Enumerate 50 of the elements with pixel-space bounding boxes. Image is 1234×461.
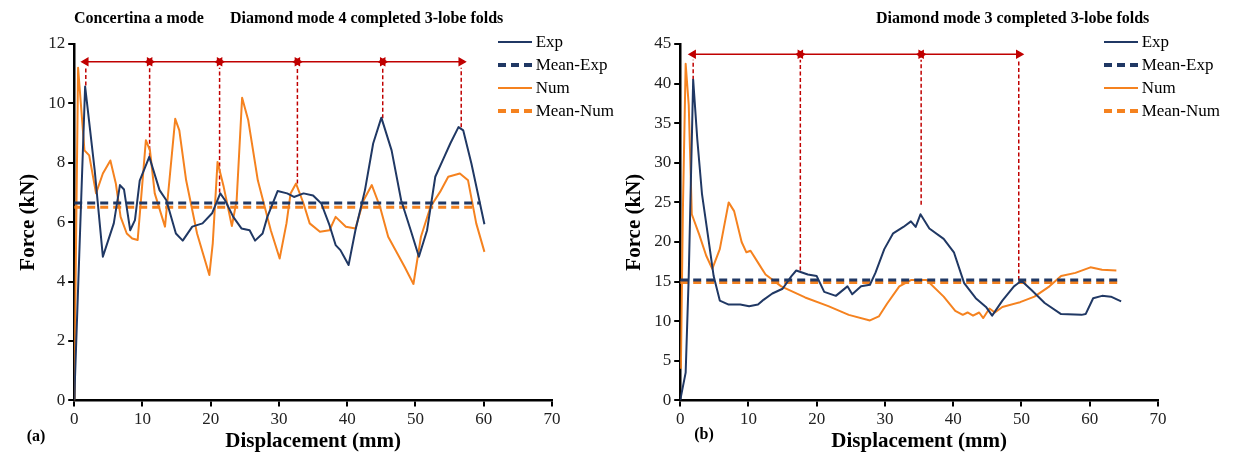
x-tick-label: 10 <box>739 409 757 429</box>
y-tick-label: 0 <box>56 389 66 409</box>
y-tick-label: 20 <box>654 231 672 251</box>
legend-label: Exp <box>535 31 564 53</box>
y-axis-title: Force (kN) <box>15 173 40 271</box>
legend-label: Exp <box>1141 31 1170 53</box>
y-tick-label: 2 <box>56 330 66 350</box>
x-tick-label: 70 <box>543 409 561 429</box>
y-tick-label: 8 <box>56 152 66 172</box>
x-tick-label: 20 <box>202 409 220 429</box>
legend-label: Mean-Num <box>1141 100 1220 122</box>
legend-label: Mean-Exp <box>1141 54 1214 76</box>
y-tick-label: 0 <box>662 389 672 409</box>
x-tick-label: 10 <box>133 409 151 429</box>
x-axis-title: Displacement (mm) <box>831 427 1007 452</box>
x-tick-label: 50 <box>1012 409 1030 429</box>
y-tick-label: 6 <box>56 211 66 231</box>
x-tick-label: 30 <box>876 409 894 429</box>
x-tick-label: 30 <box>270 409 288 429</box>
y-tick-label: 12 <box>48 33 66 53</box>
x-tick-label: 20 <box>808 409 826 429</box>
x-tick-label: 0 <box>675 409 685 429</box>
y-tick-label: 45 <box>654 33 672 53</box>
x-tick-label: 40 <box>338 409 356 429</box>
text: Concertina a mode <box>74 8 204 28</box>
y-tick-label: 4 <box>56 271 66 291</box>
x-tick-label: 50 <box>406 409 424 429</box>
x-tick-label: 60 <box>475 409 493 429</box>
y-tick-label: 15 <box>654 271 672 291</box>
legend-label: Num <box>1141 77 1176 99</box>
text: Diamond mode 4 completed 3-lobe folds <box>230 8 504 28</box>
x-axis-title: Displacement (mm) <box>225 427 401 452</box>
text: (a) <box>25 426 47 446</box>
legend-label: Mean-Exp <box>535 54 608 76</box>
y-tick-label: 35 <box>654 112 672 132</box>
y-tick-label: 30 <box>654 152 672 172</box>
text: Diamond mode 3 completed 3-lobe folds <box>876 8 1150 28</box>
y-tick-label: 5 <box>662 350 672 370</box>
y-axis-title: Force (kN) <box>621 173 646 271</box>
x-tick-label: 40 <box>944 409 962 429</box>
x-tick-label: 0 <box>69 409 79 429</box>
x-tick-label: 60 <box>1081 409 1099 429</box>
y-tick-label: 10 <box>48 92 66 112</box>
legend-label: Num <box>535 77 570 99</box>
legend-label: Mean-Num <box>535 100 614 122</box>
text: (b) <box>693 424 715 444</box>
y-tick-label: 25 <box>654 191 672 211</box>
y-tick-label: 10 <box>654 310 672 330</box>
y-tick-label: 40 <box>654 73 672 93</box>
x-tick-label: 70 <box>1149 409 1167 429</box>
